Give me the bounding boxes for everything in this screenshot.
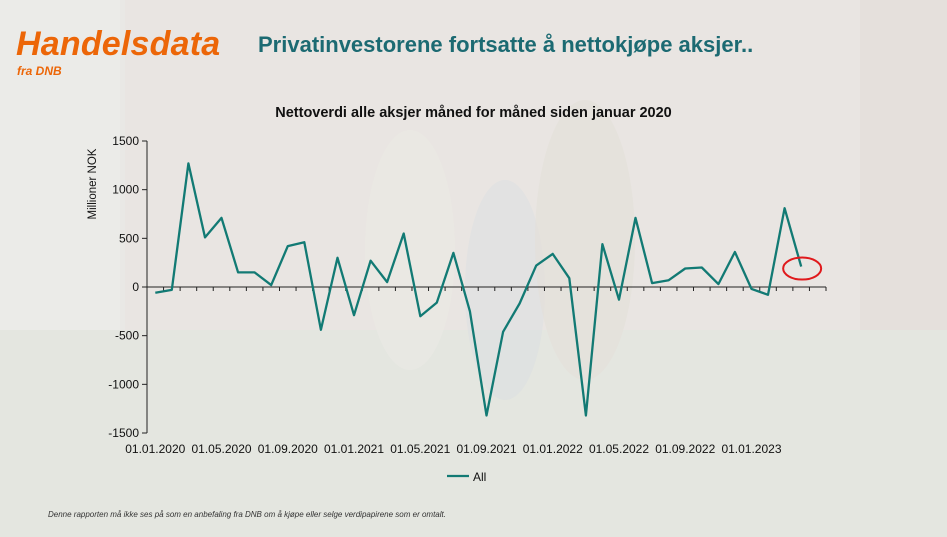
y-tick-label: 0 <box>132 280 139 294</box>
x-tick-label: 01.09.2022 <box>655 442 715 456</box>
highlight-circle <box>782 256 823 281</box>
x-tick-label: 01.01.2021 <box>324 442 384 456</box>
x-tick-label: 01.01.2022 <box>523 442 583 456</box>
y-tick-label: -1500 <box>108 426 139 440</box>
y-tick-label: -1000 <box>108 377 139 391</box>
page-headline: Privatinvestorene fortsatte å nettokjøpe… <box>258 32 754 57</box>
legend-label-all: All <box>473 470 486 484</box>
y-axis-label: Millioner NOK <box>87 148 99 219</box>
logo: Handelsdata fra DNB <box>16 26 220 78</box>
x-tick-label: 01.05.2020 <box>191 442 251 456</box>
y-tick-label: 1500 <box>112 134 139 148</box>
x-tick-label: 01.05.2022 <box>589 442 649 456</box>
x-tick-label: 01.05.2021 <box>390 442 450 456</box>
logo-subtitle: fra DNB <box>17 64 62 78</box>
x-tick-label: 01.01.2023 <box>721 442 781 456</box>
logo-title: Handelsdata <box>16 25 221 63</box>
x-tick-label: 01.09.2020 <box>258 442 318 456</box>
y-tick-label: 500 <box>119 231 139 245</box>
x-tick-label: 01.09.2021 <box>456 442 516 456</box>
series-line-all <box>155 162 803 417</box>
chart-title: Nettoverdi alle aksjer måned for måned s… <box>275 105 672 121</box>
disclaimer: Denne rapporten må ikke ses på som en an… <box>48 510 446 519</box>
x-tick-label: 01.01.2020 <box>125 442 185 456</box>
y-tick-label: -500 <box>115 329 139 343</box>
y-tick-label: 1000 <box>112 183 139 197</box>
